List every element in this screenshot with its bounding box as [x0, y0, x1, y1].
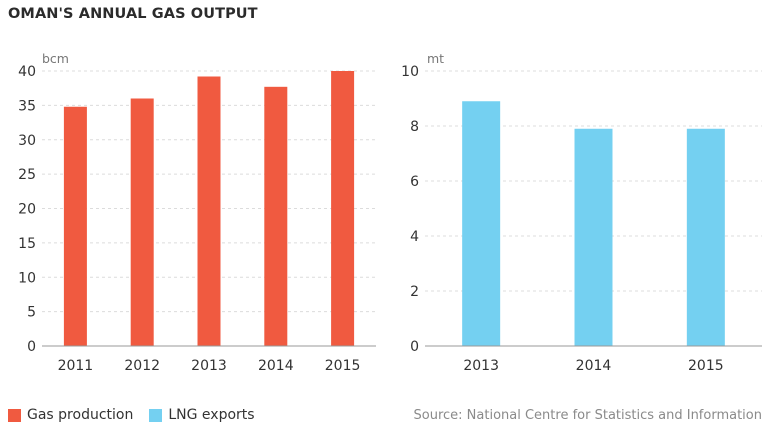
- y-tick-label: 35: [18, 98, 36, 114]
- legend-swatch-gas: [8, 408, 21, 422]
- y-tick-label: 2: [410, 284, 419, 300]
- bar-gas-2013: [197, 76, 221, 346]
- source-note: Source: National Centre for Statistics a…: [413, 408, 762, 423]
- y-tick-label: 0: [27, 339, 36, 355]
- y-tick-label: 15: [18, 236, 36, 252]
- y-tick-label: 40: [18, 64, 36, 80]
- legend: Gas production LNG exports: [8, 407, 271, 423]
- bar-lng-2014: [574, 128, 613, 346]
- legend-item-lng-exports: LNG exports: [149, 407, 255, 423]
- y-tick-label: 10: [18, 270, 36, 286]
- bar-lng-2013: [462, 101, 501, 346]
- legend-item-gas-production: Gas production: [8, 407, 133, 423]
- y-tick-label: 5: [27, 305, 36, 321]
- bar-gas-2011: [63, 106, 87, 346]
- bar-gas-2015: [331, 71, 355, 346]
- bar-lng-2015: [686, 128, 725, 346]
- legend-label-lng: LNG exports: [168, 407, 255, 423]
- x-tick-label: 2015: [325, 358, 361, 374]
- x-tick-label: 2011: [58, 358, 94, 374]
- x-tick-label: 2014: [258, 358, 294, 374]
- y-tick-label: 10: [401, 64, 419, 80]
- x-tick-label: 2015: [688, 358, 724, 374]
- x-tick-label: 2013: [463, 358, 499, 374]
- x-tick-label: 2014: [576, 358, 612, 374]
- legend-swatch-lng: [149, 408, 163, 422]
- y-tick-label: 30: [18, 133, 36, 149]
- bar-gas-2012: [130, 98, 154, 346]
- y-tick-label: 6: [410, 174, 419, 190]
- y-axis-unit-label: mt: [427, 51, 444, 66]
- y-axis-unit-label: bcm: [42, 51, 69, 66]
- y-tick-label: 25: [18, 167, 36, 183]
- bar-gas-2014: [264, 86, 288, 346]
- chart-title: OMAN'S ANNUAL GAS OUTPUT: [8, 6, 258, 22]
- y-tick-label: 20: [18, 202, 36, 218]
- y-tick-label: 8: [410, 119, 419, 135]
- x-tick-label: 2013: [191, 358, 227, 374]
- x-tick-label: 2012: [124, 358, 160, 374]
- legend-label-gas: Gas production: [27, 407, 134, 423]
- y-tick-label: 0: [410, 339, 419, 355]
- y-tick-label: 4: [410, 229, 419, 245]
